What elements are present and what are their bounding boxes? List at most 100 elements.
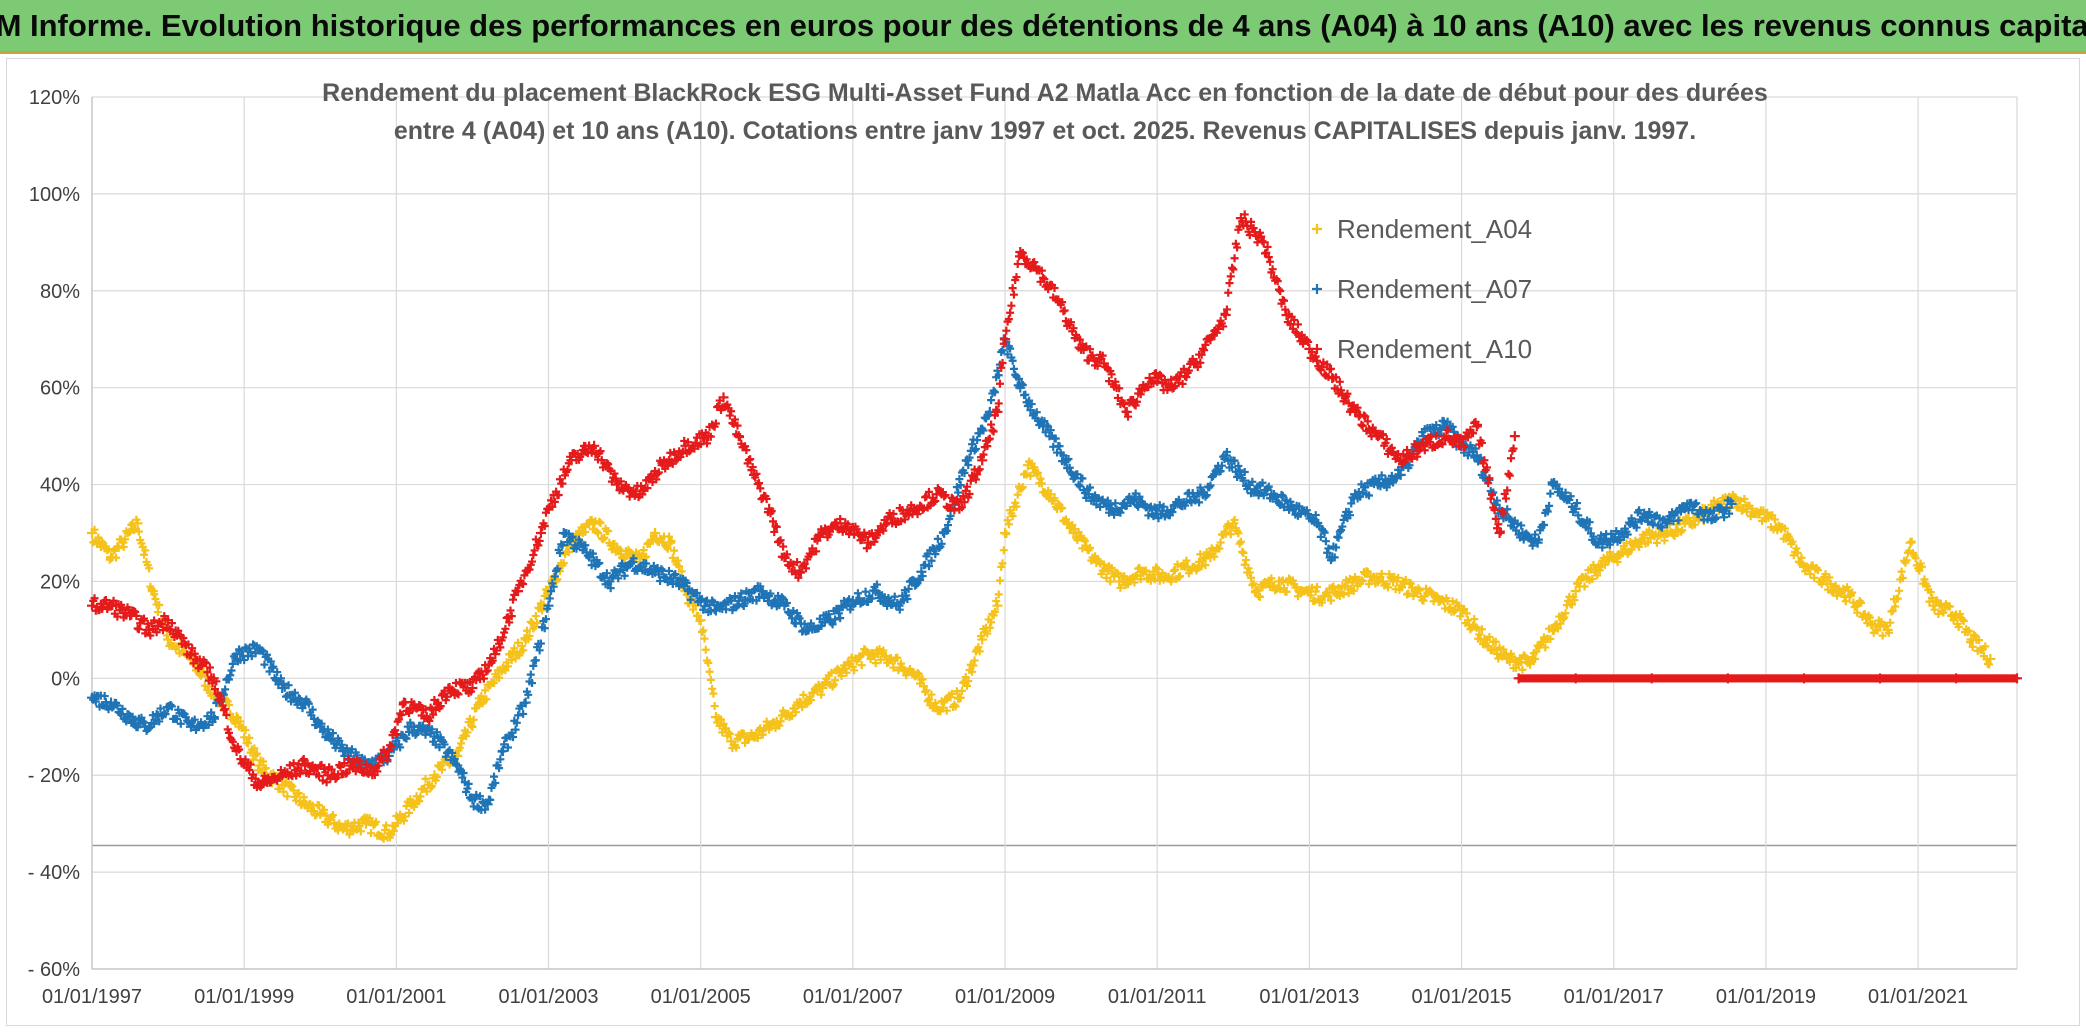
data-point-marker [519, 646, 528, 655]
data-point-marker [850, 666, 859, 675]
y-tick-label: 40% [40, 475, 80, 497]
data-point-marker [1531, 655, 1540, 664]
data-point-marker [724, 728, 733, 737]
data-point-marker [1228, 263, 1237, 272]
data-point-marker [667, 536, 676, 545]
data-point-marker [722, 724, 731, 733]
data-point-marker [1734, 502, 1743, 511]
data-point-marker [249, 755, 258, 764]
data-point-marker [1099, 560, 1108, 569]
data-point-marker [151, 595, 160, 604]
data-point-marker [1306, 591, 1315, 600]
data-point-marker [1321, 537, 1330, 546]
data-point-marker [942, 706, 951, 715]
data-point-marker [1384, 583, 1393, 592]
data-point-marker [1282, 587, 1291, 596]
data-point-marker [615, 545, 624, 554]
y-tick-label: - 20% [28, 765, 80, 787]
data-point-marker [1637, 535, 1646, 544]
data-point-marker [1326, 596, 1335, 605]
data-point-marker [1954, 622, 1963, 631]
data-point-marker [1588, 575, 1597, 584]
data-point-marker [1793, 548, 1802, 557]
data-point-marker [114, 544, 123, 553]
data-point-marker [1499, 645, 1508, 654]
data-point-marker [328, 811, 337, 820]
data-point-marker [1358, 577, 1367, 586]
data-point-marker [1234, 529, 1243, 538]
data-point-marker [827, 668, 836, 677]
data-point-marker [1150, 575, 1159, 584]
data-point-marker [1339, 590, 1348, 599]
data-point-marker [1945, 602, 1954, 611]
data-point-marker [153, 608, 162, 617]
x-tick-label: 01/01/2011 [1108, 986, 1207, 1008]
data-point-marker [1036, 474, 1045, 483]
data-point-marker [857, 661, 866, 670]
data-point-marker [842, 668, 851, 677]
data-point-marker [1170, 565, 1179, 574]
data-point-marker [1176, 572, 1185, 581]
data-point-marker [1898, 574, 1907, 583]
data-point-marker [1230, 254, 1239, 263]
legend-label: Rendement_A07 [1337, 274, 1532, 304]
data-point-marker [236, 717, 245, 726]
data-point-marker [1546, 634, 1555, 643]
data-point-marker [1248, 581, 1257, 590]
data-point-marker [481, 686, 490, 695]
data-point-marker [538, 606, 547, 615]
data-point-marker [775, 721, 784, 730]
data-point-marker [489, 678, 498, 687]
data-point-marker [1050, 494, 1059, 503]
data-point-marker [1930, 605, 1939, 614]
data-point-marker [675, 562, 684, 571]
data-point-marker [1505, 657, 1514, 666]
data-point-marker [957, 686, 966, 695]
data-point-marker [288, 782, 297, 791]
data-point-marker [988, 426, 997, 435]
data-point-marker [473, 700, 482, 709]
data-point-marker [1000, 528, 1011, 538]
data-point-marker [1559, 614, 1568, 623]
data-point-marker [127, 520, 136, 529]
y-tick-label: - 40% [28, 862, 80, 884]
data-point-marker [379, 834, 388, 843]
data-point-marker [1201, 561, 1210, 570]
data-point-marker [356, 827, 365, 836]
data-point-marker [1917, 562, 1926, 571]
data-point-marker [1848, 588, 1857, 597]
data-point-marker [1324, 591, 1333, 600]
data-point-marker [585, 520, 594, 529]
data-point-marker [1022, 470, 1031, 479]
data-point-marker [1267, 574, 1276, 583]
data-point-marker [109, 546, 118, 555]
data-point-marker [1831, 581, 1840, 590]
x-tick-label: 01/01/2019 [1716, 986, 1816, 1008]
data-point-marker [829, 680, 838, 689]
data-point-marker [871, 659, 880, 668]
data-point-marker [1135, 563, 1144, 572]
data-point-marker [1009, 290, 1018, 299]
x-tick-label: 01/01/2001 [346, 986, 446, 1008]
data-point-marker [670, 546, 679, 555]
data-point-marker [531, 612, 540, 621]
data-point-marker [1130, 578, 1139, 587]
data-point-marker [853, 589, 862, 598]
data-point-marker [162, 631, 171, 640]
data-point-marker [1229, 265, 1238, 274]
data-point-marker [489, 772, 498, 781]
data-point-marker [1349, 586, 1358, 595]
data-point-marker [1448, 597, 1457, 606]
data-point-marker [1635, 542, 1644, 551]
data-point-marker [1462, 609, 1471, 618]
data-point-marker [765, 725, 774, 734]
data-point-marker [788, 711, 796, 720]
data-point-marker [1026, 471, 1035, 480]
data-point-marker [455, 743, 464, 752]
data-point-marker [961, 673, 970, 682]
data-point-marker [1236, 537, 1245, 546]
data-point-marker [985, 623, 994, 632]
data-point-marker [1553, 624, 1562, 633]
data-point-marker [1404, 589, 1413, 598]
data-point-marker [1645, 526, 1654, 535]
